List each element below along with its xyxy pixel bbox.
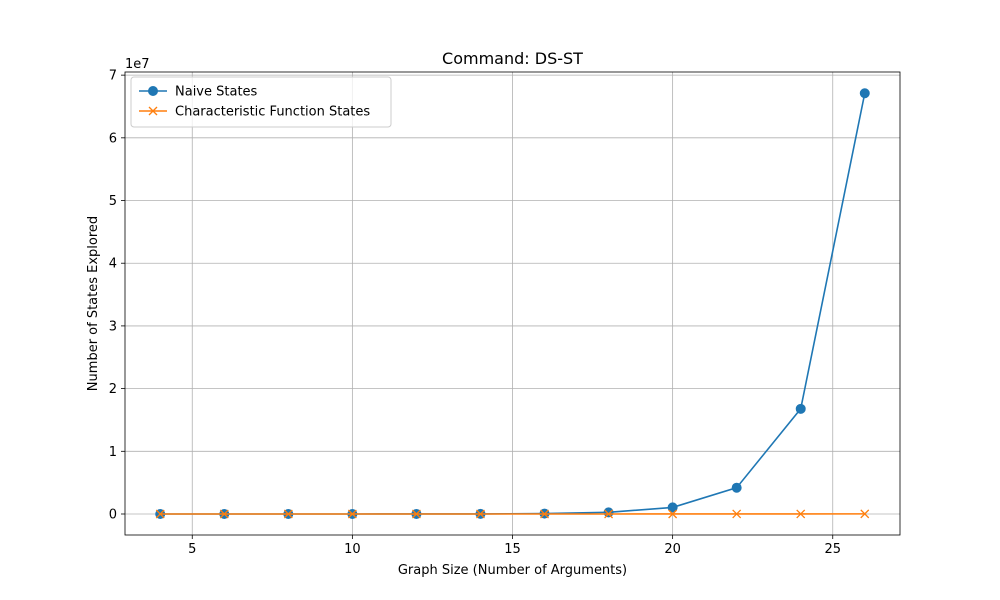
legend-label: Characteristic Function States	[175, 105, 370, 120]
data-point	[219, 509, 229, 519]
legend-box	[130, 76, 392, 128]
series-layer	[155, 88, 870, 519]
data-point	[476, 509, 485, 519]
series-1	[155, 509, 870, 519]
y-tick-label: 1	[109, 445, 117, 460]
data-point	[795, 403, 806, 414]
data-point	[859, 88, 870, 99]
legend-marker	[148, 106, 158, 116]
y-tick-label: 3	[109, 319, 117, 334]
data-point	[155, 509, 165, 519]
y-tick-label: 4	[109, 257, 117, 272]
data-point	[860, 509, 870, 519]
axis-ticks: 5 10 15 20 25 0 1 2 3 4 5 6 7	[109, 69, 841, 557]
legend-marker	[148, 86, 158, 96]
x-tick-label: 25	[824, 542, 841, 557]
x-tick-label: 20	[664, 542, 681, 557]
x-tick-label: 5	[188, 542, 196, 557]
y-axis-label: Number of States Explored	[86, 216, 101, 391]
y-tick-label: 5	[109, 194, 117, 209]
y-tick-label: 7	[109, 69, 117, 84]
chart-title: Command: DS-ST	[442, 49, 583, 68]
legend: Naive States Characteristic Function Stat…	[130, 76, 392, 128]
data-point	[668, 509, 678, 519]
data-point	[347, 509, 357, 519]
data-point	[731, 482, 742, 493]
data-point	[667, 502, 678, 513]
y-tick-label: 2	[109, 382, 117, 397]
data-point	[283, 509, 293, 519]
grid	[125, 72, 900, 535]
legend-item: Naive States	[139, 85, 258, 100]
data-point	[796, 509, 806, 519]
y-tick-label: 0	[109, 507, 117, 522]
y-axis-offset-label: 1e7	[125, 57, 150, 72]
data-point	[411, 509, 421, 519]
x-tick-label: 15	[504, 542, 521, 557]
legend-item: Characteristic Function States	[139, 105, 370, 120]
legend-label: Naive States	[175, 85, 258, 100]
x-axis-label: Graph Size (Number of Arguments)	[398, 563, 627, 578]
data-point	[540, 509, 549, 519]
data-point	[732, 509, 742, 519]
data-point	[603, 507, 614, 518]
data-point	[604, 509, 614, 519]
x-tick-label: 10	[344, 542, 361, 557]
y-tick-label: 6	[109, 131, 117, 146]
